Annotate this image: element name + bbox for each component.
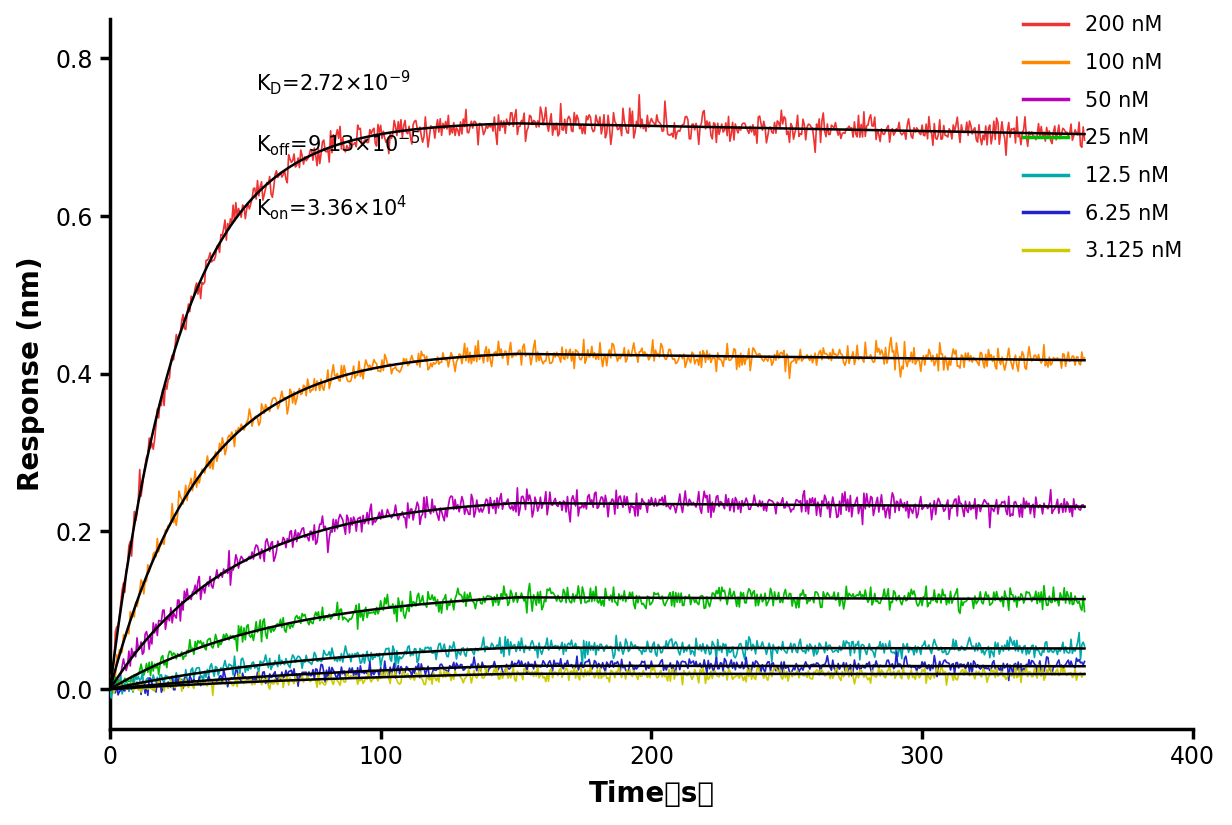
Line: 3.125 nM: 3.125 nM bbox=[110, 664, 1084, 695]
6.25 nM bbox=[1077, 657, 1092, 667]
3.125 nM bbox=[1042, 659, 1057, 669]
6.25 nM bbox=[140, 691, 155, 700]
25 nM bbox=[584, 596, 599, 606]
6.25 nM bbox=[678, 657, 692, 667]
200 nM bbox=[582, 110, 596, 120]
50 nM bbox=[678, 486, 692, 496]
Y-axis label: Response (nm): Response (nm) bbox=[17, 257, 44, 491]
Line: 6.25 nM: 6.25 nM bbox=[110, 653, 1084, 695]
25 nM bbox=[318, 612, 333, 622]
50 nM bbox=[317, 524, 331, 534]
200 nM bbox=[989, 113, 1004, 123]
25 nM bbox=[991, 592, 1005, 602]
3.125 nM bbox=[583, 661, 598, 671]
100 nM bbox=[1077, 353, 1092, 363]
Line: 12.5 nM: 12.5 nM bbox=[110, 633, 1084, 698]
6.25 nM bbox=[360, 669, 375, 679]
200 nM bbox=[359, 134, 373, 144]
12.5 nM bbox=[678, 643, 692, 653]
100 nM bbox=[318, 377, 333, 387]
6.25 nM bbox=[991, 662, 1005, 672]
25 nM bbox=[102, 682, 117, 692]
100 nM bbox=[991, 343, 1005, 353]
Line: 25 nM: 25 nM bbox=[110, 583, 1084, 696]
200 nM bbox=[632, 90, 647, 100]
Line: 100 nM: 100 nM bbox=[110, 337, 1084, 690]
25 nM bbox=[775, 597, 790, 607]
200 nM bbox=[317, 135, 331, 145]
100 nM bbox=[360, 359, 375, 369]
Line: 200 nM: 200 nM bbox=[110, 95, 1084, 691]
200 nM bbox=[102, 686, 117, 695]
12.5 nM bbox=[989, 644, 1004, 654]
3.125 nM bbox=[989, 663, 1004, 673]
12.5 nM bbox=[583, 645, 598, 655]
100 nM bbox=[774, 347, 788, 357]
50 nM bbox=[774, 497, 788, 507]
200 nM bbox=[1077, 135, 1092, 145]
Text: $\mathrm{K_D}$=2.72×10$^{-9}$: $\mathrm{K_D}$=2.72×10$^{-9}$ bbox=[256, 68, 411, 97]
12.5 nM bbox=[318, 649, 333, 659]
X-axis label: Time（s）: Time（s） bbox=[589, 780, 715, 808]
3.125 nM bbox=[318, 680, 333, 690]
3.125 nM bbox=[774, 672, 788, 682]
25 nM bbox=[679, 592, 694, 602]
3.125 nM bbox=[360, 674, 375, 684]
100 nM bbox=[103, 685, 118, 695]
Legend: 200 nM, 100 nM, 50 nM, 25 nM, 12.5 nM, 6.25 nM, 3.125 nM: 200 nM, 100 nM, 50 nM, 25 nM, 12.5 nM, 6… bbox=[1023, 15, 1183, 262]
12.5 nM bbox=[774, 645, 788, 655]
100 nM bbox=[583, 351, 598, 361]
50 nM bbox=[1077, 502, 1092, 512]
6.25 nM bbox=[318, 677, 333, 687]
50 nM bbox=[583, 499, 598, 509]
3.125 nM bbox=[206, 691, 221, 700]
Line: 50 nM: 50 nM bbox=[110, 488, 1084, 695]
6.25 nM bbox=[774, 657, 788, 667]
50 nM bbox=[102, 690, 117, 700]
3.125 nM bbox=[102, 680, 117, 690]
100 nM bbox=[102, 672, 117, 681]
25 nM bbox=[360, 613, 375, 623]
12.5 nM bbox=[1077, 641, 1092, 651]
100 nM bbox=[678, 362, 692, 372]
Text: $\mathrm{K_{on}}$=3.36×10$^{4}$: $\mathrm{K_{on}}$=3.36×10$^{4}$ bbox=[256, 193, 408, 222]
50 nM bbox=[359, 516, 373, 526]
50 nM bbox=[989, 495, 1004, 505]
12.5 nM bbox=[103, 693, 118, 703]
6.25 nM bbox=[890, 648, 904, 658]
200 nM bbox=[774, 106, 788, 116]
3.125 nM bbox=[1077, 668, 1092, 678]
50 nM bbox=[510, 483, 525, 493]
100 nM bbox=[883, 332, 898, 342]
12.5 nM bbox=[360, 646, 375, 656]
25 nM bbox=[103, 691, 118, 701]
6.25 nM bbox=[102, 680, 117, 690]
25 nM bbox=[522, 578, 537, 588]
3.125 nM bbox=[678, 668, 692, 678]
Text: $\mathrm{K_{off}}$=9.13×10$^{-5}$: $\mathrm{K_{off}}$=9.13×10$^{-5}$ bbox=[256, 129, 420, 158]
12.5 nM bbox=[1072, 628, 1087, 638]
25 nM bbox=[1077, 606, 1092, 616]
12.5 nM bbox=[102, 688, 117, 698]
200 nM bbox=[678, 112, 692, 122]
6.25 nM bbox=[583, 662, 598, 672]
